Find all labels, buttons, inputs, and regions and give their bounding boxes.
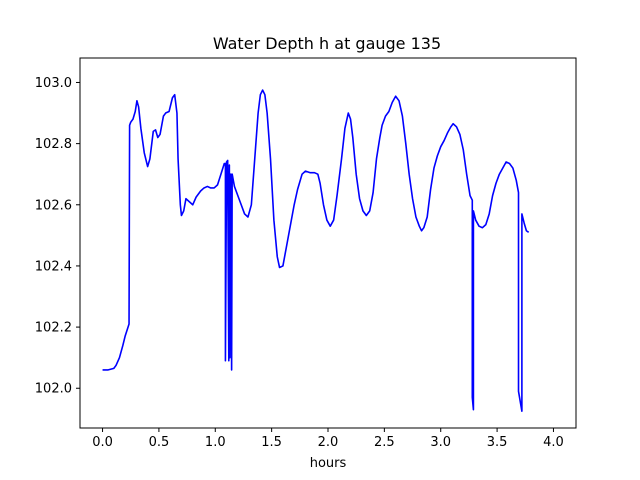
x-tick-label: 2.0 — [318, 435, 339, 450]
x-tick-label: 3.0 — [430, 435, 451, 450]
x-tick-label: 0.0 — [92, 435, 113, 450]
ticks-layer: 0.0 0.5 1.0 1.5 2.0 2.5 3.0 3.5 4.0 102.0 102.2 102… — [35, 76, 564, 450]
y-tick-label: 102.0 — [35, 382, 72, 397]
x-tick-label: 1.5 — [261, 435, 282, 450]
y-tick-label: 102.4 — [35, 259, 72, 274]
y-tick-label: 102.8 — [35, 137, 72, 152]
x-tick-label: 3.5 — [487, 435, 508, 450]
x-axis-label: hours — [310, 456, 347, 471]
y-tick-label: 102.6 — [35, 198, 72, 213]
series-line-water-depth — [102, 89, 530, 412]
x-tick-label: 2.5 — [374, 435, 395, 450]
y-tick-label: 102.2 — [35, 321, 72, 336]
y-tick-label: 103.0 — [35, 76, 72, 91]
x-tick-label: 1.0 — [205, 435, 226, 450]
x-tick-label: 4.0 — [543, 435, 564, 450]
plot-frame — [79, 57, 577, 429]
chart-title: Water Depth h at gauge 135 — [213, 34, 441, 53]
x-tick-label: 0.5 — [149, 435, 170, 450]
